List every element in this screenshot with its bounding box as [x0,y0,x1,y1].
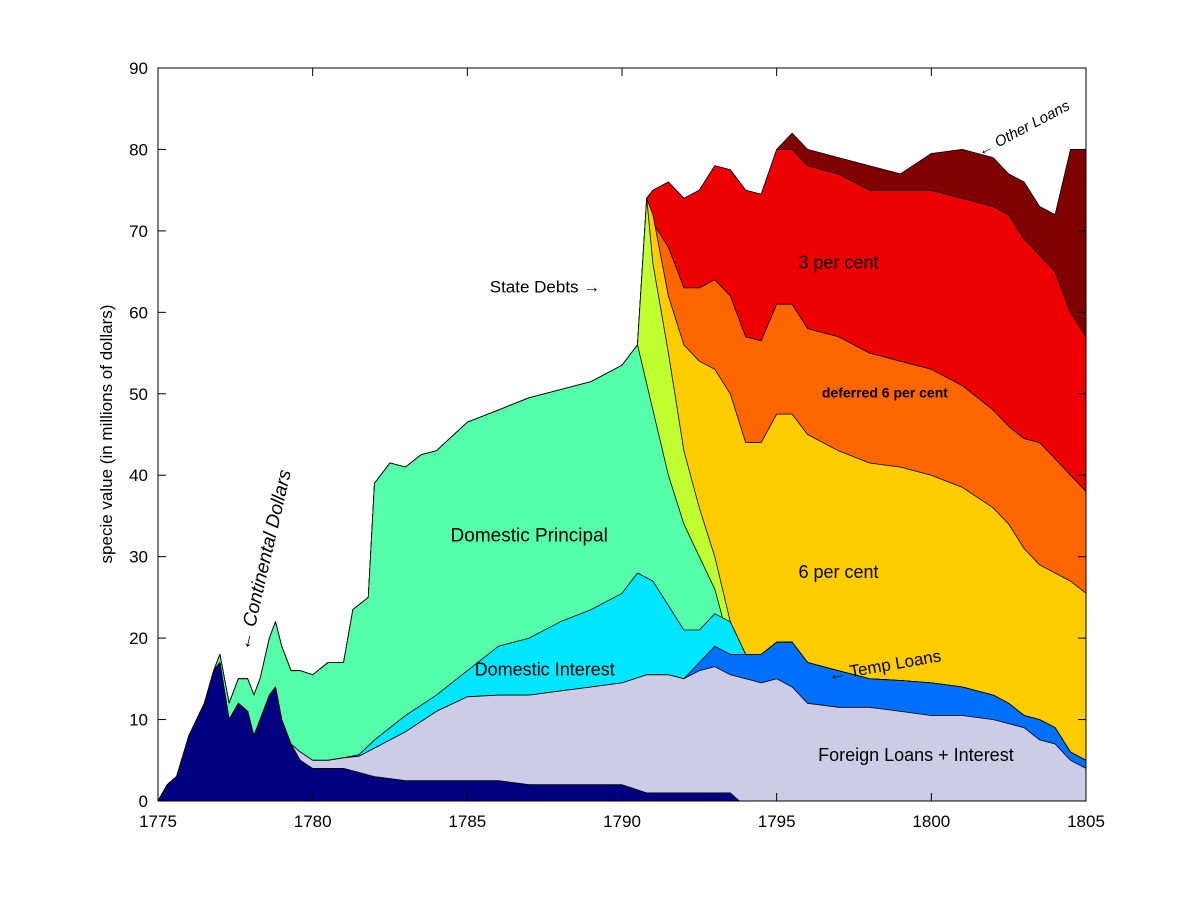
x-tick-label: 1800 [912,812,950,831]
x-tick-label: 1805 [1067,812,1105,831]
x-tick-label: 1775 [139,812,177,831]
y-tick-label: 20 [129,629,148,648]
area-continental-dollars [157,662,1087,802]
annotation-domestic-principal: Domestic Principal [451,525,608,546]
x-tick-label: 1780 [294,812,332,831]
annotation-state-debts: State Debts → [490,277,601,296]
x-axis: 1775 1780 1785 1790 1795 1800 1805 [139,68,1105,831]
x-tick-label: 1785 [448,812,486,831]
annotation-domestic-interest: Domestic Interest [475,659,615,679]
y-tick-label: 70 [129,222,148,241]
annotation-6-per-cent: 6 per cent [798,562,878,582]
x-tick-label: 1790 [603,812,641,831]
y-axis: 0 10 20 30 40 50 60 70 80 90 [129,59,1086,811]
y-tick-label: 80 [129,140,148,159]
area-layers [157,132,1087,802]
y-tick-label: 50 [129,385,148,404]
y-axis-label: specie value (in millions of dollars) [97,305,116,564]
y-tick-label: 30 [129,548,148,567]
annotation-foreign-loans-interest: Foreign Loans + Interest [818,745,1014,765]
annotation-3-per-cent: 3 per cent [798,252,878,272]
y-tick-label: 90 [129,59,148,78]
y-tick-label: 0 [139,792,148,811]
y-tick-label: 40 [129,466,148,485]
y-tick-label: 60 [129,303,148,322]
annotation-deferred-6-per-cent: deferred 6 per cent [822,385,948,401]
x-tick-label: 1795 [758,812,796,831]
y-tick-label: 10 [129,711,148,730]
